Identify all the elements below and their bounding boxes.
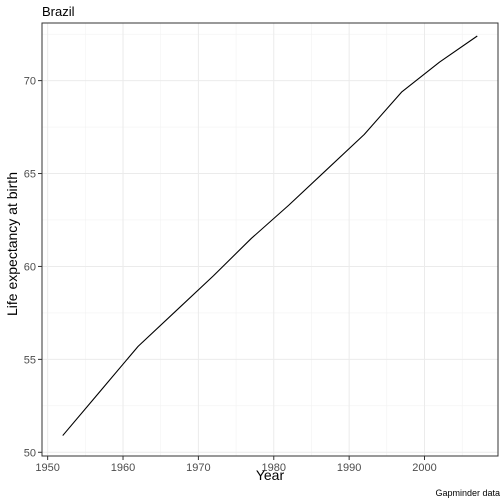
x-tick-label: 1950 [35,462,59,474]
x-tick-label: 1980 [262,462,286,474]
x-tick-label: 1990 [337,462,361,474]
y-tick-label: 60 [24,261,36,273]
y-axis: 50 55 60 65 70 [24,76,42,459]
life-expectancy-line [62,35,478,436]
x-tick-label: 1960 [111,462,135,474]
y-tick-label: 65 [24,169,36,181]
major-gridlines [42,23,498,456]
y-tick-label: 70 [24,76,36,88]
y-tick-label: 55 [24,354,36,366]
series-layer [62,35,478,436]
x-tick-label: 2000 [412,462,436,474]
chart-title: Brazil [42,4,75,19]
x-axis: 1950 1960 1970 1980 1990 2000 [35,456,437,474]
chart-caption: Gapminder data [435,488,500,498]
y-tick-label: 50 [24,447,36,459]
x-axis-label: Year [256,467,285,483]
panel-border [41,22,499,457]
y-axis-label: Life expectancy at birth [4,172,20,316]
minor-gridlines [42,23,498,456]
x-tick-label: 1970 [186,462,210,474]
